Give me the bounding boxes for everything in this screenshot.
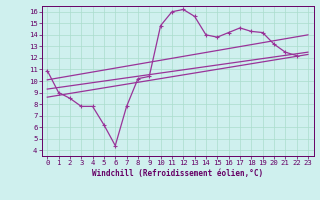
X-axis label: Windchill (Refroidissement éolien,°C): Windchill (Refroidissement éolien,°C) [92, 169, 263, 178]
